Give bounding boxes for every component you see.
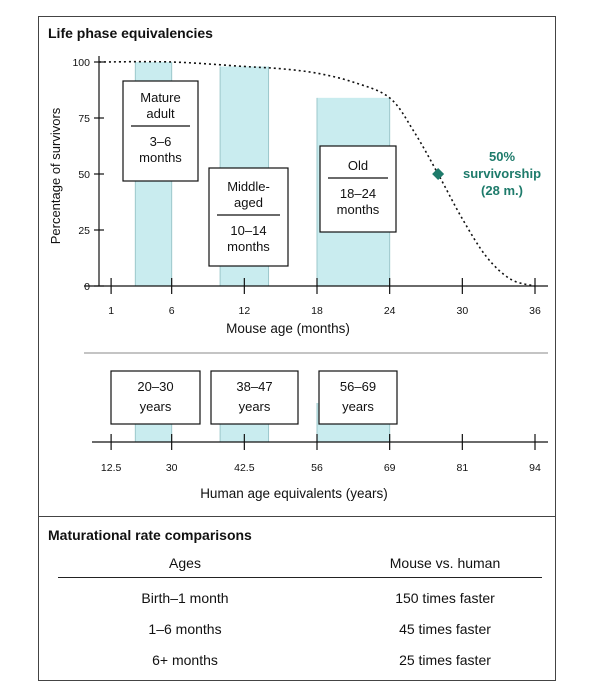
x-tick-label: 24 <box>384 305 396 317</box>
phase-range: months <box>337 202 380 217</box>
phase-range: 3–6 <box>150 134 172 149</box>
human-age-range: 38–47 <box>236 379 272 394</box>
human-tick-label: 12.5 <box>101 462 122 474</box>
phase-box <box>122 80 199 182</box>
human-age-range: 56–69 <box>340 379 376 394</box>
phase-label: Old <box>348 158 368 173</box>
figure-title: Life phase equivalencies <box>48 25 213 41</box>
y-tick-label: 100 <box>72 57 90 69</box>
survivorship-label: 50% <box>489 149 515 164</box>
phase-label: Mature <box>140 90 180 105</box>
human-age-box <box>210 370 299 425</box>
human-age-box <box>110 370 201 425</box>
human-age-unit: years <box>239 399 271 414</box>
table-header-rule <box>58 577 542 578</box>
phase-label: aged <box>234 195 263 210</box>
x-tick-label: 18 <box>311 305 323 317</box>
human-tick-label: 42.5 <box>234 462 255 474</box>
phase-box <box>208 167 289 267</box>
phase-box <box>319 145 397 233</box>
human-age-range: 20–30 <box>137 379 173 394</box>
x-tick-label: 12 <box>238 305 250 317</box>
phase-range: months <box>139 150 182 165</box>
x-axis-label: Mouse age (months) <box>226 321 350 336</box>
human-age-unit: years <box>342 399 374 414</box>
phase-label: adult <box>146 106 175 121</box>
survivorship-marker <box>432 168 445 180</box>
human-age-box <box>318 370 398 425</box>
human-tick-label: 56 <box>311 462 323 474</box>
table-cell-rate: 45 times faster <box>399 621 491 637</box>
survival-chart: 0 25 50 75 100 Percentage of survivors 1 6 12 18 2… <box>48 56 548 501</box>
y-axis-label: Percentage of survivors <box>48 107 63 244</box>
survival-curve <box>98 60 536 287</box>
table-cell-age: 1–6 months <box>148 621 222 637</box>
human-tick-label: 81 <box>456 462 468 474</box>
table-header-comparison: Mouse vs. human <box>389 555 501 571</box>
y-tick-label: 0 <box>84 281 90 293</box>
human-tick-label: 94 <box>529 462 541 474</box>
table-cell-age: Birth–1 month <box>141 590 229 606</box>
human-tick-label: 30 <box>166 462 178 474</box>
x-tick-label: 1 <box>108 305 114 317</box>
survivorship-label: survivorship <box>463 166 541 181</box>
y-tick-label: 75 <box>78 113 90 125</box>
phase-range: months <box>227 239 270 254</box>
y-tick-label: 25 <box>78 225 90 237</box>
table-header-ages: Ages <box>169 555 201 571</box>
survivorship-label: (28 m.) <box>481 183 523 198</box>
x-tick-label: 30 <box>456 305 468 317</box>
x-tick-label: 6 <box>169 305 175 317</box>
phase-range: 10–14 <box>230 223 266 238</box>
table-title: Maturational rate comparisons <box>48 527 252 543</box>
human-tick-label: 69 <box>384 462 396 474</box>
table-cell-age: 6+ months <box>152 652 218 668</box>
human-age-unit: years <box>140 399 172 414</box>
y-tick-label: 50 <box>78 169 90 181</box>
table-cell-rate: 25 times faster <box>399 652 491 668</box>
table-cell-rate: 150 times faster <box>395 590 495 606</box>
x-tick-label: 36 <box>529 305 541 317</box>
section-divider <box>38 516 556 517</box>
phase-range: 18–24 <box>340 186 376 201</box>
phase-label: Middle- <box>227 179 270 194</box>
human-axis-label: Human age equivalents (years) <box>200 486 388 501</box>
